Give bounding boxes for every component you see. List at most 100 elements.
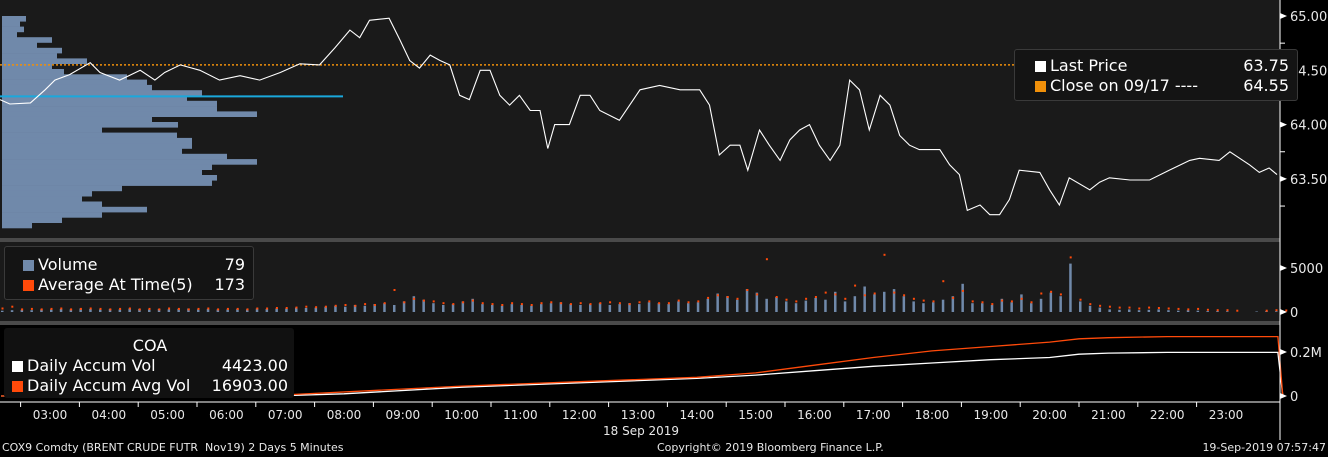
legend-label: Volume [38, 255, 98, 274]
average-dot [432, 300, 435, 303]
volume-bar [745, 289, 749, 312]
profile-bar [2, 79, 147, 86]
volume-bar [520, 305, 523, 312]
average-dot [1030, 301, 1033, 304]
x-tick-label: 18:00 [915, 408, 950, 422]
average-dot [1079, 298, 1082, 301]
profile-bar [2, 196, 82, 202]
legend-item-accum-avg-vol[interactable]: Daily Accum Avg Vol 16903.00 [12, 376, 288, 396]
average-dot [1020, 297, 1023, 300]
average-dot [334, 304, 337, 307]
volume-bar [128, 308, 131, 312]
legend-item-last-price[interactable]: Last Price 63.75 [1035, 56, 1289, 76]
profile-bar [2, 143, 192, 149]
x-tick-label: 11:00 [503, 408, 538, 422]
profile-bar [2, 201, 102, 208]
volume-bar [510, 304, 514, 312]
volume-bar [1177, 310, 1180, 312]
legend-item-accum-vol[interactable]: Daily Accum Vol 4423.00 [12, 356, 288, 376]
volume-bar [353, 305, 357, 312]
average-dot [981, 301, 984, 304]
volume-bar [1118, 309, 1121, 312]
average-dot [1001, 299, 1004, 302]
average-dot [560, 302, 563, 305]
x-tick-label: 19:00 [974, 408, 1009, 422]
average-dot [1275, 309, 1278, 312]
profile-bar [2, 116, 152, 123]
volume-bar [1030, 303, 1033, 312]
y-tick-label: 0 [1290, 390, 1298, 405]
average-dot [638, 301, 641, 304]
panel-divider[interactable] [0, 238, 1280, 242]
average-dot [687, 301, 690, 304]
average-dot [1157, 307, 1160, 309]
profile-bar [2, 153, 227, 160]
panel-divider[interactable] [0, 321, 1280, 325]
average-dot [736, 297, 739, 300]
legend-item-average[interactable]: Average At Time(5) 173 [23, 275, 245, 295]
volume-bar [981, 303, 984, 312]
axes: 65.00 64.50 64.00 63.50 5000 0 0.2M 0 03:00 04:00… [0, 0, 1327, 440]
profile-bar [2, 69, 64, 75]
volume-bar [1108, 309, 1111, 312]
volume-bar [687, 303, 690, 312]
average-dot [197, 307, 200, 310]
legend-item-volume[interactable]: Volume 79 [23, 255, 245, 275]
average-dot [667, 302, 670, 305]
volume-bar [148, 309, 151, 312]
volume-bar [902, 296, 906, 312]
y-tick [1280, 175, 1287, 182]
average-dot [540, 302, 543, 305]
average-dot [1, 307, 4, 310]
volume-bar [471, 298, 474, 312]
x-tick-label: 21:00 [1091, 408, 1126, 422]
legend-item-close[interactable]: Close on 09/17 ---- 64.55 [1035, 76, 1289, 96]
volume-bar [197, 309, 200, 312]
volume-bar [481, 304, 484, 312]
average-dot [971, 300, 974, 303]
average-dot [501, 304, 504, 306]
volume-bar [236, 308, 239, 312]
average-dot [1187, 308, 1190, 311]
volume-bar [892, 289, 896, 312]
volume-bar [451, 304, 455, 312]
volume-bar [373, 304, 376, 312]
y-tick-label: 65.00 [1290, 10, 1327, 25]
average-dot [177, 307, 180, 310]
average-dot [452, 303, 455, 306]
profile-bar [2, 169, 202, 176]
x-tick-label: 17:00 [856, 408, 891, 422]
x-tick-label: 16:00 [797, 408, 832, 422]
average-dot [511, 302, 514, 305]
average-dot [148, 307, 151, 310]
volume-bar [344, 306, 347, 312]
legend-value: 4423.00 [221, 356, 288, 375]
volume-bar [755, 292, 759, 312]
average-dot [21, 308, 24, 311]
profile-bar [2, 148, 182, 155]
legend-swatch [23, 279, 34, 291]
legend-value: 173 [214, 275, 245, 294]
volume-bar [853, 296, 857, 312]
average-dot [785, 298, 788, 301]
average-dot [324, 305, 327, 308]
profile-bar [2, 175, 217, 181]
profile-bar [2, 37, 52, 43]
average-dot [383, 302, 386, 305]
volume-bar [1186, 310, 1190, 312]
average-dot [275, 307, 278, 309]
average-dot [471, 299, 474, 302]
volume-bar [1137, 310, 1141, 312]
average-dot [344, 304, 347, 306]
volume-bar [540, 304, 543, 312]
volume-bar [765, 298, 768, 312]
volume-bar [1275, 311, 1278, 312]
average-dot [1177, 307, 1180, 310]
volume-bar [157, 308, 161, 312]
volume-bar [569, 304, 572, 312]
average-dot [814, 296, 817, 298]
average-dot [912, 297, 915, 300]
volume-bar [1000, 298, 1004, 312]
accum-legend: COA Daily Accum Vol 4423.00 Daily Accum A… [4, 328, 294, 398]
